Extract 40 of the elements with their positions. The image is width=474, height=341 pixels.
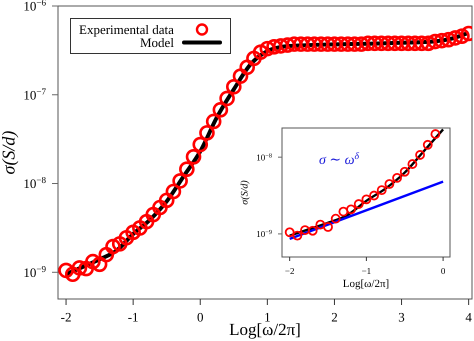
legend-label: Experimental data xyxy=(79,22,174,38)
y-tick-label: 10$^{−8}$ xyxy=(23,175,46,192)
y-axis-title: σ(S/d) xyxy=(240,180,251,205)
x-tick-label: 2 xyxy=(331,309,338,324)
annotation: σ ∼ ω$^{δ}$ xyxy=(319,150,360,168)
y-tick-label: 10$^{−8}$ xyxy=(256,152,272,162)
x-tick-label: -2 xyxy=(60,309,72,324)
point xyxy=(392,172,402,183)
point xyxy=(292,230,302,241)
x-tick-label: -1 xyxy=(128,309,139,324)
point xyxy=(369,190,379,200)
point xyxy=(330,214,341,224)
x-tick-label: 0 xyxy=(197,309,204,324)
point xyxy=(430,129,440,139)
x-axis-title: Log[ω/2π] xyxy=(342,278,390,290)
x-tick-label: −2 xyxy=(284,266,294,276)
point xyxy=(408,159,418,169)
point xyxy=(315,220,326,230)
x-tick-label: 3 xyxy=(398,309,405,324)
point xyxy=(323,222,333,232)
legend-label: Model xyxy=(140,34,174,50)
y-tick-label: 10$^{−7}$ xyxy=(23,86,46,102)
point xyxy=(400,166,410,177)
point xyxy=(376,185,387,196)
point xyxy=(361,194,372,204)
x-tick-label: 0 xyxy=(440,266,446,276)
x-tick-label: 4 xyxy=(465,309,472,324)
point xyxy=(284,227,295,238)
y-axis-title: σ(S/d) xyxy=(0,130,18,174)
y-tick-label: 10$^{−9}$ xyxy=(23,264,46,280)
x-tick-label: −1 xyxy=(362,266,372,276)
point xyxy=(308,226,318,236)
point xyxy=(338,206,348,217)
point xyxy=(422,140,433,150)
point xyxy=(346,204,356,214)
point xyxy=(415,150,425,160)
point xyxy=(354,199,364,209)
point xyxy=(384,179,394,189)
point xyxy=(300,225,310,236)
y-tick-label: 10$^{−9}$ xyxy=(256,228,272,240)
